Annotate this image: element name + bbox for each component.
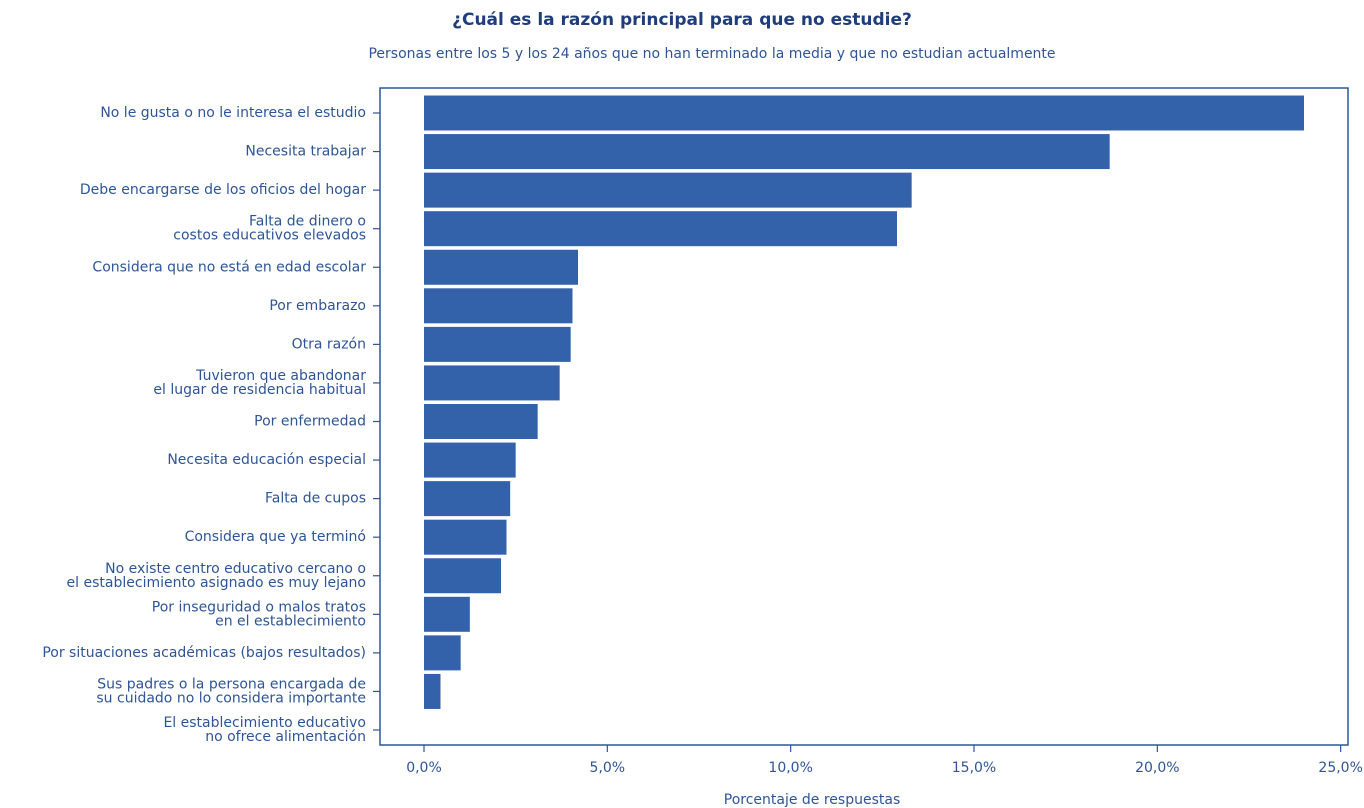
bar (424, 596, 470, 632)
y-tick-label-line: Necesita educación especial (167, 452, 366, 468)
y-tick-label: Debe encargarse de los oficios del hogar (80, 182, 366, 198)
x-tick-label: 10,0% (768, 760, 812, 776)
y-tick-label-line: Falta de cupos (265, 491, 366, 507)
y-tick-label-line: Otra razón (292, 336, 366, 352)
y-tick-label-line: No le gusta o no le interesa el estudio (100, 105, 366, 121)
x-tick-label: 15,0% (952, 760, 996, 776)
y-tick-label: Falta de dinero o costos educativos eleva… (173, 214, 366, 244)
y-tick-label-line: Por inseguridad o malos tratos (152, 599, 366, 615)
bar (424, 172, 912, 208)
bar (424, 481, 511, 517)
y-tick-label: Falta de cupos (265, 491, 366, 507)
bar (424, 558, 501, 594)
bar (424, 673, 441, 709)
x-axis-label: Porcentaje de respuestas (724, 792, 901, 808)
bar (424, 326, 571, 362)
y-tick-label-line: costos educativos elevados (173, 228, 366, 244)
bar (424, 288, 573, 324)
bar (424, 519, 507, 555)
x-tick-label: 5,0% (590, 760, 626, 776)
y-tick-label-line: el lugar de residencia habitual (153, 382, 366, 398)
y-tick-label: Tuvieron que abandonar el lugar de reside… (153, 368, 366, 398)
y-tick-label: Otra razón (292, 336, 366, 352)
y-tick-label-line: no ofrece alimentación (205, 729, 366, 745)
bar (424, 249, 578, 285)
y-tick-label: Por situaciones académicas (bajos result… (42, 645, 366, 661)
chart-subtitle: Personas entre los 5 y los 24 años que n… (368, 46, 1055, 62)
y-tick-label-line: Considera que no está en edad escolar (92, 259, 366, 275)
y-tick-label-line: El establecimiento educativo (163, 715, 366, 731)
y-tick-label: Considera que ya terminó (185, 529, 366, 545)
x-tick-label: 0,0% (406, 760, 442, 776)
y-tick-label: Por embarazo (269, 298, 366, 314)
y-tick-label: Por inseguridad o malos tratos en el esta… (152, 599, 366, 629)
y-tick-label-line: Considera que ya terminó (185, 529, 366, 545)
bar (424, 635, 461, 671)
bar (424, 365, 560, 401)
y-tick-label-line: el establecimiento asignado es muy lejan… (67, 575, 366, 591)
y-tick-label: No le gusta o no le interesa el estudio (100, 105, 366, 121)
y-tick-label: Considera que no está en edad escolar (92, 259, 366, 275)
y-tick-label: Por enfermedad (254, 414, 366, 430)
y-tick-label-line: en el establecimiento (215, 613, 366, 629)
bar (424, 95, 1304, 131)
bar (424, 211, 897, 247)
y-tick-label-line: Por situaciones académicas (bajos result… (42, 645, 366, 661)
y-tick-label: Sus padres o la persona encargada de su c… (96, 676, 366, 706)
y-tick-label-line: Sus padres o la persona encargada de (97, 676, 366, 692)
y-tick-label-line: No existe centro educativo cercano o (105, 561, 366, 577)
y-tick-label: Necesita educación especial (167, 452, 366, 468)
x-tick-label: 20,0% (1135, 760, 1179, 776)
y-tick-label: No existe centro educativo cercano o el e… (67, 561, 366, 591)
bar (424, 134, 1110, 170)
x-tick-label: 25,0% (1318, 760, 1362, 776)
plot-frame (379, 87, 1349, 746)
y-tick-label: El establecimiento educativo no ofrece al… (163, 715, 366, 745)
y-tick-label-line: su cuidado no lo considera importante (96, 690, 366, 706)
y-tick-label-line: Por enfermedad (254, 414, 366, 430)
bar (424, 442, 516, 478)
y-tick-label: Necesita trabajar (245, 144, 366, 160)
y-tick-label-line: Tuvieron que abandonar (195, 368, 366, 384)
y-tick-label-line: Debe encargarse de los oficios del hogar (80, 182, 366, 198)
y-tick-label-line: Necesita trabajar (245, 144, 366, 160)
y-tick-label-line: Falta de dinero o (249, 214, 366, 230)
y-tick-label-line: Por embarazo (269, 298, 366, 314)
chart-title: ¿Cuál es la razón principal para que no … (452, 10, 912, 30)
bar (424, 404, 538, 439)
